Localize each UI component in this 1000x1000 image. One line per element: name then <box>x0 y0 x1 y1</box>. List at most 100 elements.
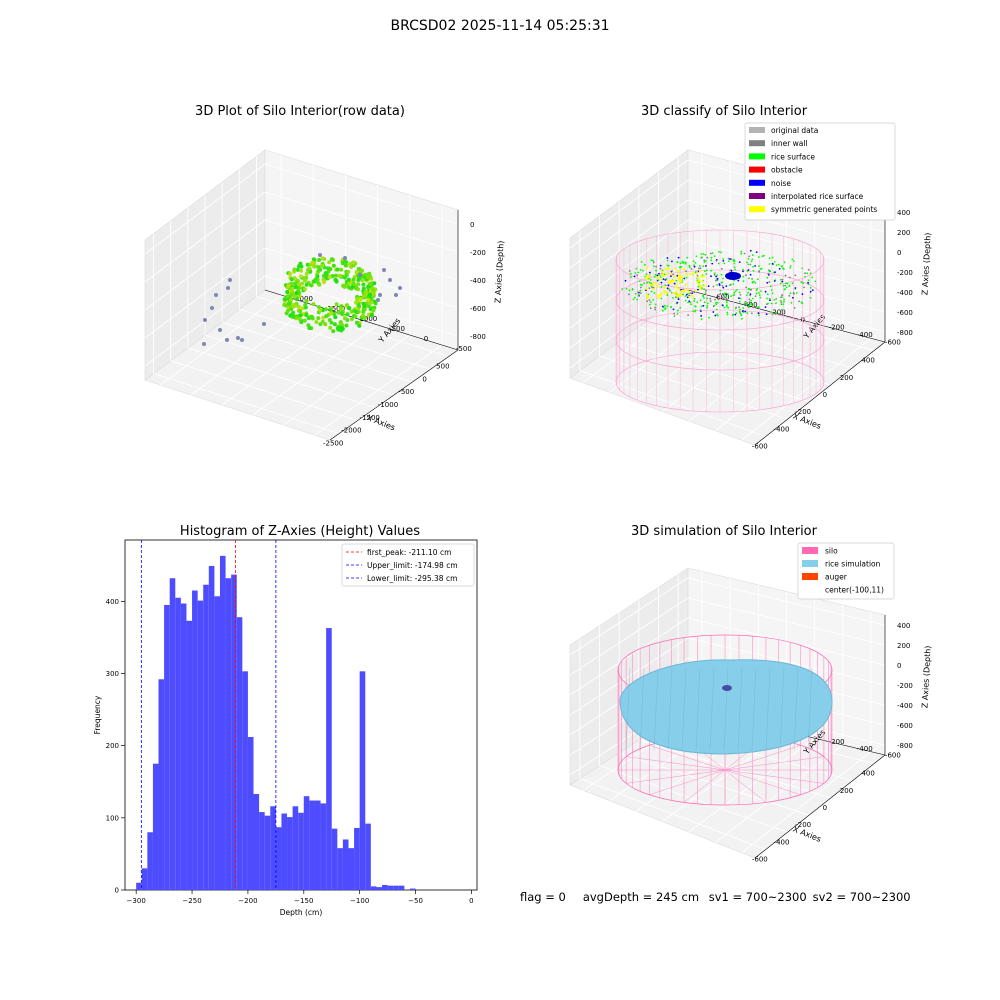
panel2-legend-label: symmetric generated points <box>771 205 877 214</box>
panel1-point <box>354 270 359 275</box>
panel1-point <box>317 258 322 262</box>
panel2-point <box>757 314 760 317</box>
panel2-point <box>779 278 782 281</box>
panel1-point <box>282 297 287 302</box>
panel2-point <box>703 297 705 299</box>
panel1-point <box>322 280 326 285</box>
panel2-point <box>685 276 688 279</box>
panel2-point <box>755 251 758 254</box>
panel2-point <box>705 289 707 292</box>
panel1-ytick: -500 <box>456 345 472 353</box>
panel1-point <box>371 308 376 313</box>
panel2-point <box>746 294 748 297</box>
panel2-point <box>726 313 729 316</box>
panel2-symmetric-point <box>686 288 689 291</box>
panel2-point <box>657 279 660 281</box>
panel2-point <box>688 300 691 303</box>
panel2-point <box>760 267 763 270</box>
panel2-point <box>739 300 741 303</box>
panel2-point <box>802 282 804 285</box>
panel2-point <box>654 306 657 309</box>
panel2-point <box>750 260 753 263</box>
panel4-zgrid <box>569 597 886 676</box>
panel1-outlier-point <box>382 268 386 272</box>
avg-depth-readout: avgDepth = 245 cm <box>582 890 700 904</box>
panel2-point <box>693 297 696 300</box>
panel2-point <box>703 261 706 264</box>
panel2-point <box>775 298 777 300</box>
panel2-point <box>716 284 718 286</box>
panel2-point <box>727 293 729 295</box>
panel2-point <box>666 257 669 259</box>
panel2-point <box>652 265 655 267</box>
panel2-point <box>649 301 652 303</box>
panel2-point <box>768 281 771 283</box>
panel4-surface-mesh <box>765 667 771 751</box>
histogram-bar <box>398 885 405 890</box>
panel1-point <box>362 294 367 299</box>
panel2-point <box>739 312 741 314</box>
panel2-point <box>754 265 756 267</box>
panel2-point <box>658 273 661 276</box>
panel2-point <box>774 271 776 274</box>
histogram-bar <box>152 763 159 890</box>
panel1-point <box>346 269 351 274</box>
panel1-ztick: -400 <box>470 277 486 285</box>
simulation-3d-plot: -600-400-2000200400-600-400-200020040060… <box>569 542 933 863</box>
histogram-bar <box>214 596 220 890</box>
panel4-silo-floor-spoke <box>724 756 824 771</box>
panel2-point <box>650 259 653 262</box>
panel2-point <box>690 268 693 270</box>
panel2-point <box>784 284 787 287</box>
panel2-point <box>732 283 735 285</box>
panel2-point <box>725 300 728 302</box>
panel1-point <box>357 276 361 281</box>
panel2-ztick: 200 <box>897 229 910 237</box>
panel2-point <box>773 299 776 301</box>
panel1-point <box>291 310 296 315</box>
panel2-point <box>751 312 753 315</box>
panel2-point <box>679 266 681 269</box>
panel2-point <box>685 270 687 273</box>
panel2-point <box>654 308 657 311</box>
panel2-point <box>683 277 686 280</box>
panel1-point <box>282 302 287 307</box>
panel2-silo-ring <box>615 269 825 331</box>
panel1-point <box>350 284 355 289</box>
panel2-point <box>790 301 793 304</box>
panel4-legend-label: silo <box>825 547 838 556</box>
panel2-point <box>693 265 696 268</box>
histogram-bar <box>287 817 293 890</box>
panel2-point <box>716 301 719 304</box>
panel2-symmetric-point <box>682 268 685 271</box>
panel2-point <box>798 300 800 303</box>
panel1-point <box>363 289 368 294</box>
panel2-point <box>702 253 705 255</box>
panel2-point <box>720 251 722 254</box>
panel2-point <box>688 266 691 269</box>
histogram-ytick-label: 400 <box>106 598 119 606</box>
panel2-point <box>751 297 754 300</box>
panel2-point <box>676 301 679 304</box>
panel1-point <box>347 285 351 290</box>
panel2-point <box>700 315 703 317</box>
panel2-point <box>768 257 771 260</box>
panel2-symmetric-point <box>683 289 686 292</box>
panel1-point <box>285 290 290 294</box>
panel2-point <box>809 296 812 299</box>
panel2-point <box>714 298 716 301</box>
panel2-point <box>720 267 723 270</box>
panel2-symmetric-point <box>657 296 660 299</box>
panel2-point <box>789 276 791 279</box>
panel2-point <box>749 294 752 297</box>
panel4-silo-floor-spoke <box>683 769 726 803</box>
panel2-point <box>672 297 674 299</box>
panel2-point <box>705 269 708 272</box>
panel2-point <box>791 258 794 261</box>
histogram-xtick-label: −50 <box>408 897 423 905</box>
panel2-point <box>757 312 760 315</box>
panel2-point <box>692 310 694 312</box>
panel2-point <box>709 300 712 302</box>
panel2-point <box>672 308 675 311</box>
panel1-xtick: 500 <box>436 362 449 370</box>
